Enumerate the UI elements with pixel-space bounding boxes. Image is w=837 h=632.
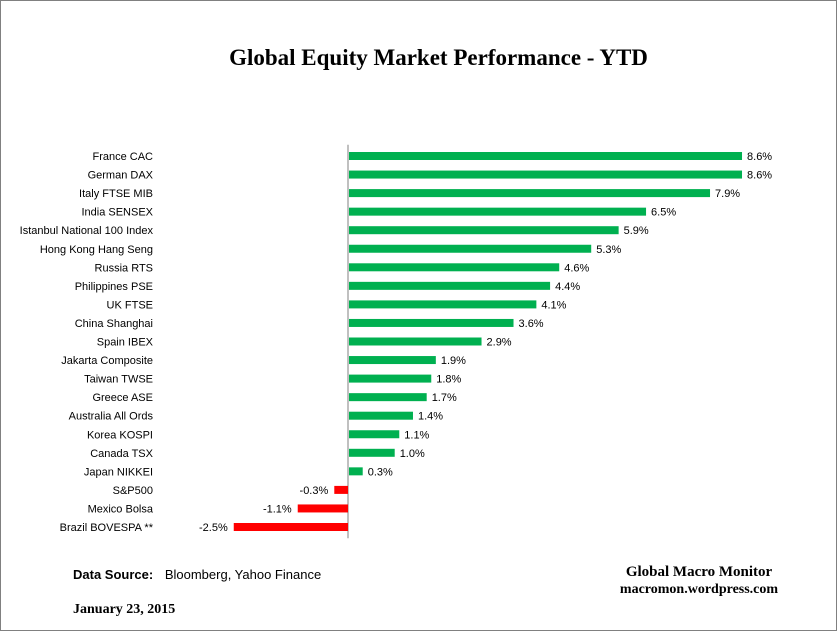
category-label: Hong Kong Hang Seng bbox=[40, 244, 153, 256]
category-label: Taiwan TWSE bbox=[84, 374, 153, 386]
bar bbox=[349, 152, 743, 160]
value-label: 1.4% bbox=[418, 411, 443, 423]
category-label: German DAX bbox=[88, 170, 154, 182]
bar bbox=[349, 170, 743, 179]
data-source-label: Data Source: bbox=[73, 567, 154, 582]
category-label: Philippines PSE bbox=[75, 281, 153, 293]
as-of-date: January 23, 2015 bbox=[73, 602, 176, 617]
value-label: 1.0% bbox=[400, 448, 425, 460]
category-label: Korea KOSPI bbox=[87, 429, 153, 441]
bar bbox=[334, 485, 348, 494]
value-label: 8.6% bbox=[747, 151, 772, 163]
bar bbox=[349, 374, 432, 383]
category-label: UK FTSE bbox=[107, 299, 153, 311]
value-label: 3.6% bbox=[519, 318, 544, 330]
category-label: Australia All Ords bbox=[69, 411, 154, 423]
category-label: Brazil BOVESPA ** bbox=[60, 522, 154, 534]
category-label: Russia RTS bbox=[95, 262, 153, 274]
category-label: Greece ASE bbox=[92, 392, 153, 404]
bar bbox=[349, 300, 537, 309]
value-label: 8.6% bbox=[747, 170, 772, 182]
value-label: 4.6% bbox=[564, 262, 589, 274]
value-label: 1.7% bbox=[432, 392, 457, 404]
value-label: 2.9% bbox=[487, 337, 512, 349]
bar bbox=[349, 189, 711, 198]
bar bbox=[349, 263, 560, 272]
bar bbox=[349, 207, 647, 216]
value-label: 6.5% bbox=[651, 207, 676, 219]
category-label: S&P500 bbox=[113, 485, 153, 497]
category-label: Jakarta Composite bbox=[61, 355, 153, 367]
value-label: 1.9% bbox=[441, 355, 466, 367]
bar bbox=[233, 523, 348, 531]
value-label: 1.8% bbox=[436, 374, 461, 386]
bar bbox=[297, 504, 348, 513]
value-label: 5.9% bbox=[624, 225, 649, 237]
value-label: 1.1% bbox=[404, 429, 429, 441]
value-label: 5.3% bbox=[596, 244, 621, 256]
category-label: Japan NIKKEI bbox=[84, 466, 153, 478]
chart-title: Global Equity Market Performance - YTD bbox=[229, 45, 648, 70]
category-label: France CAC bbox=[92, 151, 153, 163]
value-label: 0.3% bbox=[368, 466, 393, 478]
bar bbox=[349, 318, 514, 327]
value-label: -1.1% bbox=[263, 503, 292, 515]
bar bbox=[349, 467, 363, 476]
bar bbox=[349, 226, 619, 235]
brand-url: macromon.wordpress.com bbox=[619, 582, 779, 597]
category-label: China Shanghai bbox=[75, 318, 153, 330]
bar bbox=[349, 430, 400, 439]
value-label: 4.1% bbox=[541, 299, 566, 311]
data-source: Data Source: Bloomberg, Yahoo Finance bbox=[73, 567, 321, 582]
bar bbox=[349, 393, 427, 402]
brand-name: Global Macro Monitor bbox=[625, 564, 773, 580]
value-label: 4.4% bbox=[555, 281, 580, 293]
value-label: -0.3% bbox=[300, 485, 329, 497]
category-label: Spain IBEX bbox=[97, 337, 154, 349]
category-label: Italy FTSE MIB bbox=[79, 188, 153, 200]
value-label: 7.9% bbox=[715, 188, 740, 200]
category-label: Mexico Bolsa bbox=[88, 503, 154, 515]
value-label: -2.5% bbox=[199, 522, 228, 534]
brand-block: Global Macro Monitor macromon.wordpress.… bbox=[599, 563, 799, 599]
bar bbox=[349, 337, 482, 346]
category-label: Canada TSX bbox=[90, 448, 153, 460]
data-source-text: Bloomberg, Yahoo Finance bbox=[164, 567, 322, 582]
bar bbox=[349, 411, 413, 420]
bar bbox=[349, 448, 395, 457]
bar bbox=[349, 356, 436, 365]
category-label: Istanbul National 100 Index bbox=[20, 225, 154, 237]
bar bbox=[349, 244, 592, 253]
category-label: India SENSEX bbox=[81, 207, 153, 219]
bar bbox=[349, 281, 551, 290]
